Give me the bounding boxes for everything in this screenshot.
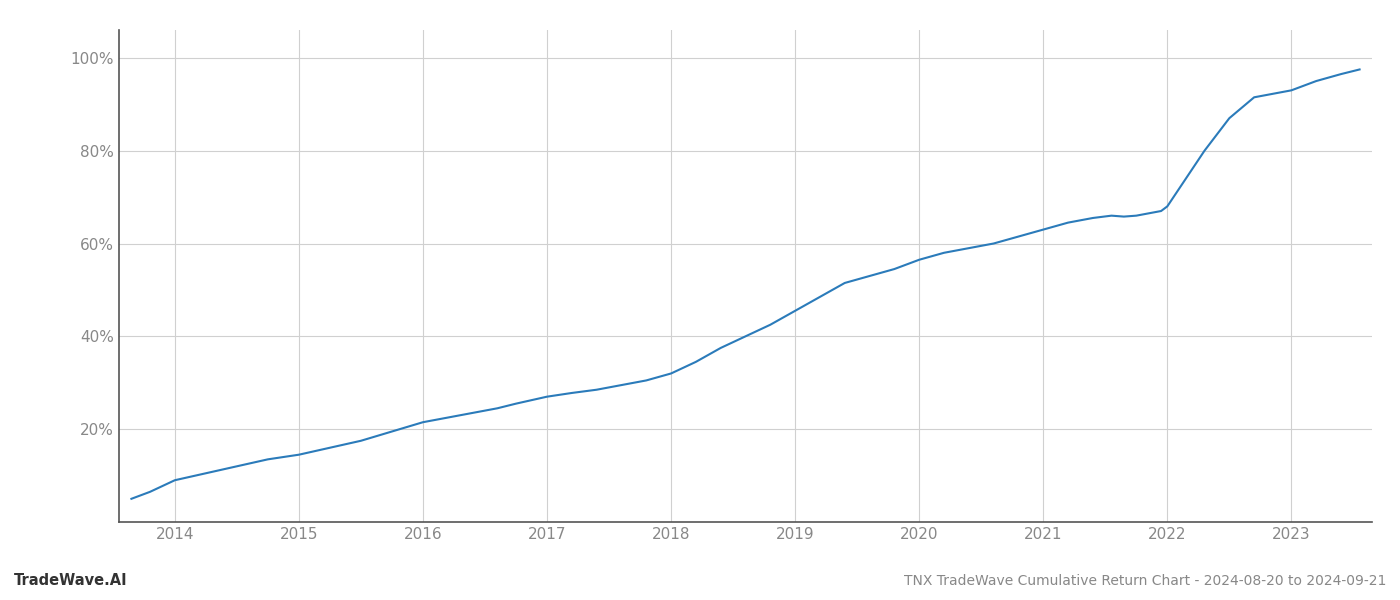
Text: TNX TradeWave Cumulative Return Chart - 2024-08-20 to 2024-09-21: TNX TradeWave Cumulative Return Chart - … bbox=[903, 574, 1386, 588]
Text: TradeWave.AI: TradeWave.AI bbox=[14, 573, 127, 588]
